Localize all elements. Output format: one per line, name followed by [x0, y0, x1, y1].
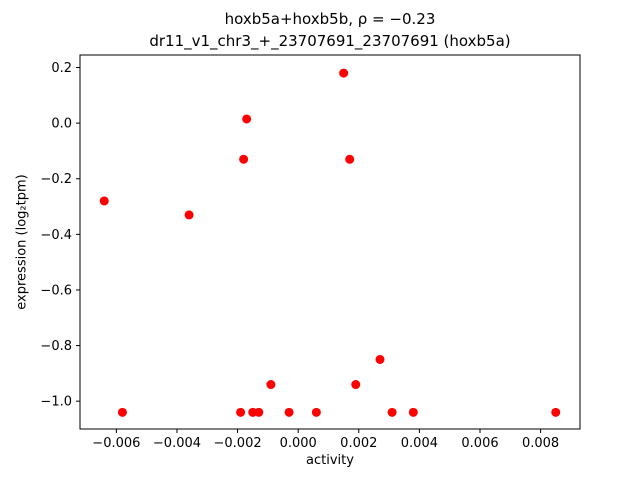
y-axis-label: expression (log₂tpm) [14, 174, 30, 310]
data-point [345, 154, 355, 164]
data-point [239, 154, 249, 164]
y-tick-label: −0.2 [40, 172, 72, 187]
data-point [117, 407, 127, 417]
y-tick-label: −0.4 [40, 228, 72, 243]
y-tick-label: −0.6 [40, 283, 72, 298]
data-point [351, 380, 361, 390]
data-point [311, 407, 321, 417]
axes-border [79, 54, 581, 430]
x-tick-label: −0.004 [153, 436, 201, 451]
x-tick-label: 0.006 [461, 436, 498, 451]
y-tick-label: −0.8 [40, 339, 72, 354]
data-point [284, 407, 294, 417]
y-tick-label: 0.2 [51, 61, 72, 76]
data-point [375, 354, 385, 364]
data-point [184, 210, 194, 220]
x-axis-label: activity [306, 453, 354, 468]
data-point [242, 114, 252, 124]
data-point [254, 407, 264, 417]
data-point [408, 407, 418, 417]
y-tick-label: 0.0 [51, 117, 72, 132]
x-tick-label: 0.004 [401, 436, 438, 451]
chart-title-line1: hoxb5a+hoxb5b, ρ = −0.23 [224, 10, 436, 28]
x-tick-label: −0.006 [92, 436, 140, 451]
data-point [99, 196, 109, 206]
y-tick-label: −1.0 [40, 395, 72, 410]
data-point [551, 407, 561, 417]
chart-title: hoxb5a+hoxb5b, ρ = −0.23 dr11_v1_chr3_+_… [80, 9, 580, 53]
data-point [339, 68, 349, 78]
x-tick-label: −0.002 [214, 436, 262, 451]
data-point [266, 380, 276, 390]
chart-title-line2: dr11_v1_chr3_+_23707691_23707691 (hoxb5a… [149, 31, 511, 50]
data-point [236, 407, 246, 417]
x-tick-label: 0.002 [340, 436, 377, 451]
x-tick-label: 0.008 [522, 436, 559, 451]
x-tick-label: 0.000 [280, 436, 317, 451]
data-point [387, 407, 397, 417]
